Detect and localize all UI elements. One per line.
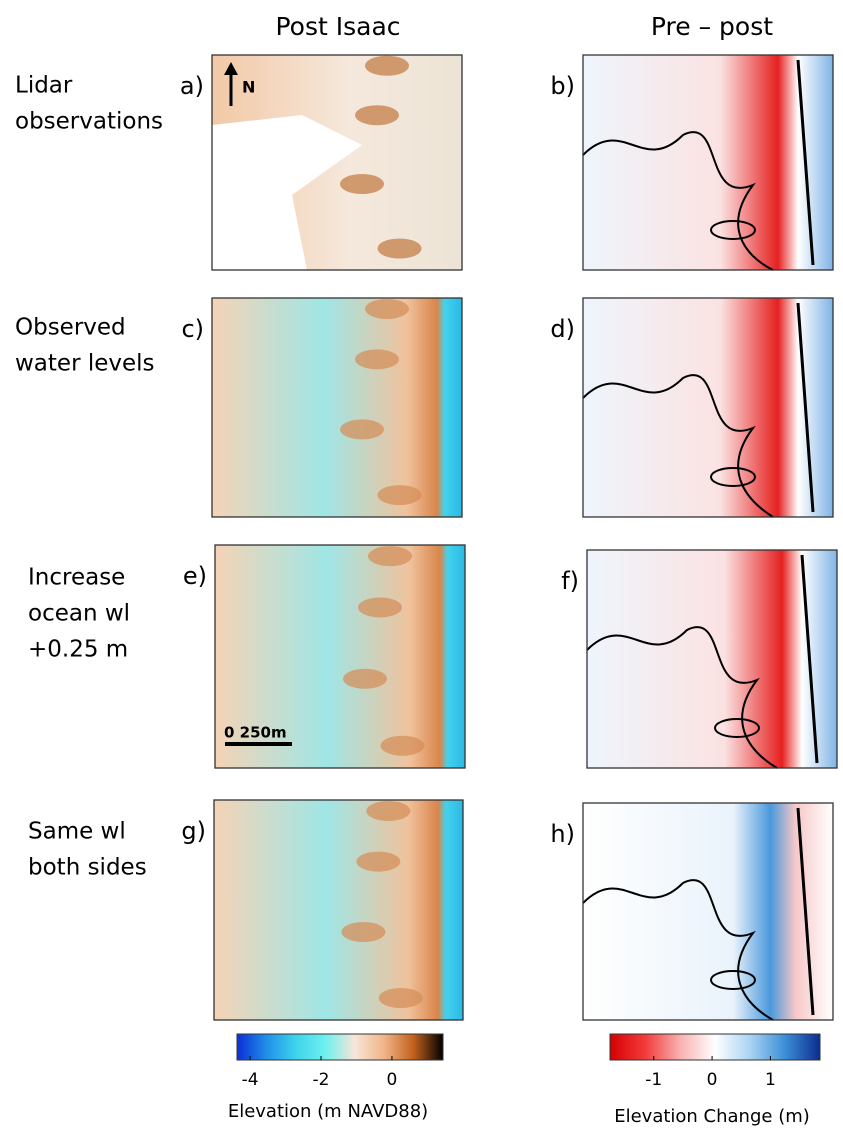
contour (714, 718, 760, 738)
map-raster (583, 55, 833, 270)
map-feature (356, 851, 401, 872)
row-label: both sides (28, 855, 147, 881)
colorbar (609, 1033, 821, 1061)
panel-frame (214, 544, 466, 769)
colorbar-label: Elevation (m NAVD88) (228, 1101, 428, 1122)
panel-frame (582, 802, 834, 1021)
panel-letter: c) (181, 315, 204, 343)
map-panel (582, 54, 834, 271)
row-label: +0.25 m (28, 637, 128, 663)
map-raster (214, 800, 463, 1020)
colorbar-tick-label: 1 (765, 1070, 776, 1090)
map-feature (340, 174, 384, 194)
map-feature (377, 485, 422, 506)
map-raster (583, 803, 833, 1020)
colorbar-tick-label: -4 (242, 1070, 259, 1090)
panel-frame (213, 799, 464, 1021)
panel-letter: b) (550, 72, 575, 100)
map-feature (368, 546, 412, 567)
panel-letter: a) (180, 72, 204, 100)
panel-letter: e) (183, 562, 207, 590)
contour (710, 970, 756, 990)
colorbar-tick-label: -2 (313, 1070, 330, 1090)
panel-letter: d) (550, 315, 575, 343)
panel-frame (211, 297, 463, 518)
map-panel (211, 297, 463, 518)
row-label: water levels (15, 351, 155, 377)
map-feature (378, 988, 423, 1008)
map-panel (214, 544, 466, 769)
north-arrow-head (224, 62, 238, 75)
colorbar (236, 1033, 444, 1061)
map-feature (343, 668, 387, 689)
map-feature (358, 597, 402, 618)
contour (586, 626, 778, 769)
row-label: Observed (15, 315, 126, 341)
row-label: Increase (28, 565, 125, 591)
panel-frame (211, 54, 463, 271)
colorbar-label: Elevation Change (m) (614, 1106, 810, 1127)
panel-frame (582, 54, 834, 271)
row-label: Same wl (28, 819, 126, 845)
contour (582, 374, 774, 518)
colorbar-tick-label: 0 (707, 1070, 718, 1090)
column-title: Post Isaac (275, 12, 400, 41)
row-label: ocean wl (28, 601, 130, 627)
contour (710, 220, 756, 240)
map-feature (380, 735, 425, 756)
map-raster (212, 298, 462, 517)
panel-frame (586, 549, 838, 769)
panel-letter: f) (561, 567, 579, 595)
map-feature (355, 105, 399, 126)
column-title: Pre – post (651, 12, 773, 41)
contour (796, 302, 815, 513)
contour (800, 554, 819, 764)
contour (796, 59, 815, 266)
map-panel (213, 799, 464, 1021)
panel-letter: h) (550, 820, 575, 848)
map-raster (215, 545, 465, 768)
map-panel (586, 549, 838, 769)
map-panel (211, 54, 463, 271)
map-panel (582, 802, 834, 1021)
panel-letter: g) (181, 817, 206, 845)
map-feature (366, 801, 411, 821)
map-raster (587, 550, 837, 768)
map-feature (355, 349, 399, 370)
panel-frame (582, 297, 834, 518)
contour (582, 131, 774, 271)
contour (796, 807, 815, 1016)
map-panel (582, 297, 834, 518)
contour (710, 467, 756, 487)
map-feature (365, 55, 409, 76)
colorbar-tick-label: -1 (645, 1070, 662, 1090)
map-water (212, 115, 362, 270)
row-label: observations (15, 109, 163, 135)
scale-bar-label: 0 250m (224, 724, 287, 742)
map-feature (365, 298, 409, 319)
map-feature (341, 922, 386, 942)
row-label: Lidar (15, 73, 73, 99)
colorbar-tick-label: 0 (387, 1070, 398, 1090)
map-raster (583, 298, 833, 517)
north-label: N (242, 78, 255, 97)
map-feature (377, 238, 422, 259)
map-feature (340, 419, 384, 440)
contour (582, 879, 774, 1021)
